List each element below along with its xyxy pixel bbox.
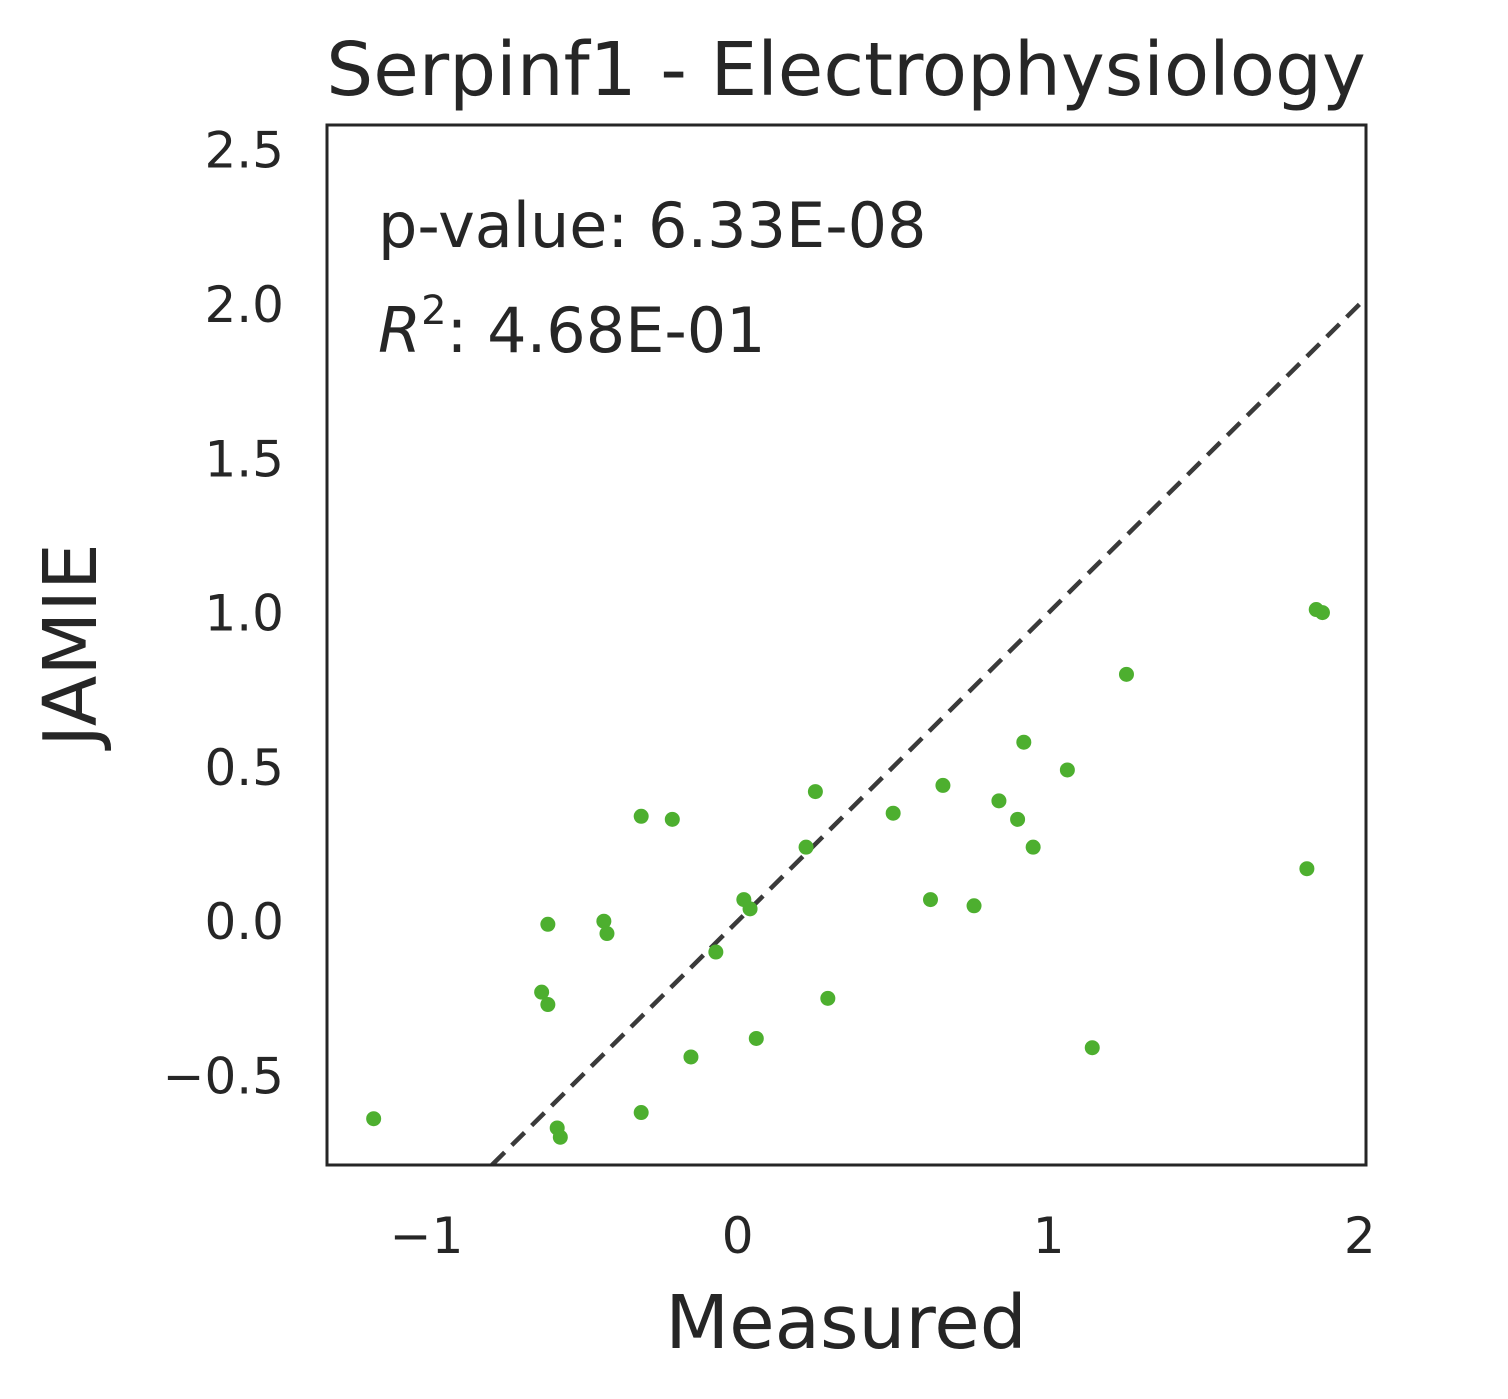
data-point-19 (885, 805, 901, 821)
x-axis-ticks: −1 0 1 2 (390, 1207, 1376, 1265)
r2-value: : 4.68E-01 (447, 294, 766, 367)
data-point-10 (664, 811, 680, 827)
x-tick-label-3: 2 (1344, 1207, 1376, 1265)
data-point-32 (1314, 605, 1330, 621)
r2-symbol: R (378, 294, 421, 367)
y-axis-label: JAMIE (28, 543, 114, 751)
x-tick-label-2: 1 (1033, 1207, 1065, 1265)
y-tick-label-0: −0.5 (163, 1048, 284, 1106)
data-point-25 (1016, 734, 1032, 750)
data-point-6 (596, 913, 612, 929)
pvalue-annotation: p-value: 6.33E-08 (378, 189, 927, 262)
y-tick-label-5: 2.0 (204, 276, 284, 334)
data-point-23 (991, 793, 1007, 809)
y-tick-label-3: 1.0 (204, 585, 284, 643)
y-tick-label-2: 0.5 (204, 739, 284, 797)
data-point-24 (1010, 811, 1026, 827)
data-point-29 (1118, 666, 1134, 682)
data-point-1 (534, 984, 550, 1000)
data-point-26 (1025, 839, 1041, 855)
x-tick-label-1: 0 (722, 1207, 754, 1265)
data-point-16 (798, 839, 814, 855)
data-point-21 (935, 777, 951, 793)
y-tick-label-1: 0.0 (204, 893, 284, 951)
data-point-14 (742, 901, 758, 917)
x-tick-label-0: −1 (390, 1207, 464, 1265)
data-point-9 (633, 1105, 649, 1121)
y-tick-label-6: 2.5 (204, 122, 284, 180)
data-point-12 (708, 944, 724, 960)
data-point-18 (820, 990, 836, 1006)
y-axis-ticks: −0.5 0.0 0.5 1.0 1.5 2.0 2.5 (163, 122, 284, 1106)
chart-title: Serpinf1 - Electrophysiology (326, 27, 1366, 113)
r2-annotation: R2: 4.68E-01 (378, 288, 766, 367)
data-point-22 (966, 898, 982, 914)
data-point-5 (552, 1129, 568, 1145)
data-points (366, 602, 1330, 1145)
r2-exponent: 2 (421, 288, 446, 334)
data-point-11 (683, 1049, 699, 1065)
plot-area (325, 123, 1368, 1167)
data-point-15 (748, 1030, 764, 1046)
data-point-28 (1084, 1040, 1100, 1056)
reference-line (490, 296, 1368, 1167)
data-point-27 (1059, 762, 1075, 778)
data-point-8 (633, 808, 649, 824)
plot-frame (325, 123, 1368, 1167)
data-point-20 (922, 892, 938, 908)
data-point-2 (540, 997, 556, 1013)
data-point-30 (1299, 861, 1315, 877)
x-axis-label: Measured (665, 1280, 1026, 1366)
data-point-3 (540, 916, 556, 932)
data-point-7 (599, 926, 615, 942)
y-tick-label-4: 1.5 (204, 430, 284, 488)
data-point-17 (807, 784, 823, 800)
data-point-0 (366, 1111, 382, 1127)
